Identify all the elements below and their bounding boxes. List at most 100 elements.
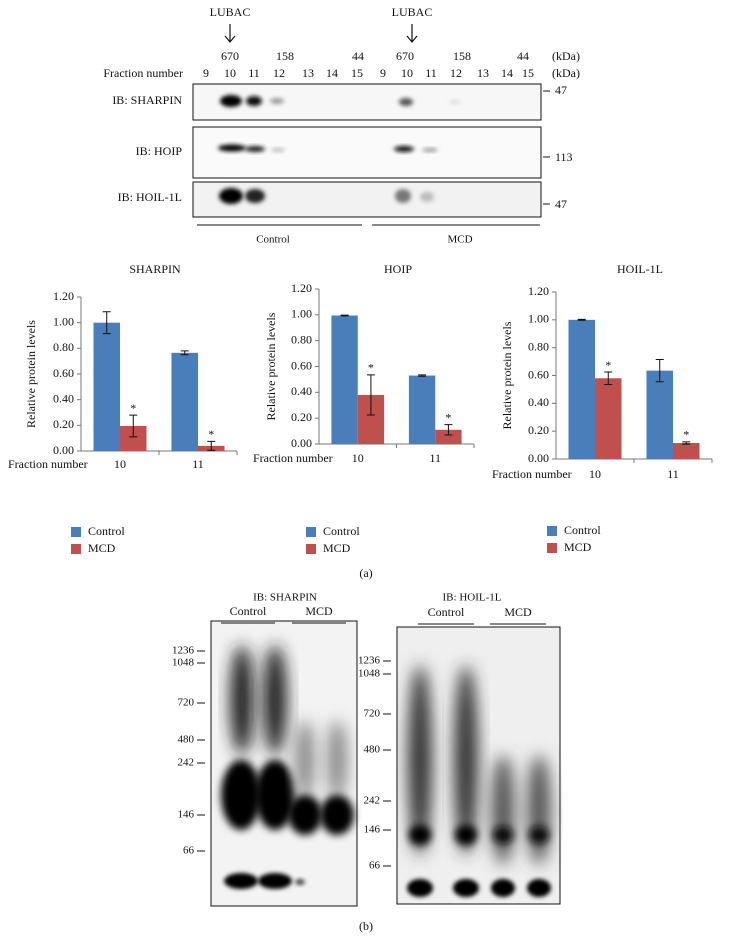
blot-marker: 47	[555, 83, 567, 97]
y-tick-label: 0.40	[291, 384, 312, 398]
error-bar	[207, 440, 216, 451]
error-bar	[444, 424, 453, 436]
bar	[646, 370, 673, 459]
mw-label: 158	[276, 49, 294, 63]
y-axis-label: Relative protein levels	[24, 320, 38, 428]
fraction-number: 11	[425, 66, 437, 80]
bar	[435, 429, 462, 444]
legend-label: Control	[88, 524, 125, 538]
y-tick-label: 0.20	[291, 410, 312, 424]
y-tick-label: 0.00	[53, 443, 74, 457]
fraction-numbers: 9 10 11 12 13 14 15 9 10 11 12 13 14 15	[203, 66, 534, 80]
chart-title: HOIP	[384, 262, 412, 276]
y-axis-label: Relative protein levels	[264, 312, 278, 420]
fraction-number: 9	[380, 66, 386, 80]
legend-swatch	[71, 544, 81, 554]
blot-marker: 47	[555, 197, 567, 211]
x-tick-label: 10	[589, 467, 601, 481]
mw-label: 44	[517, 49, 529, 63]
gel-marker: 242	[178, 757, 195, 769]
mw-unit: (kDa)	[552, 49, 580, 63]
y-tick-label: 0.80	[528, 339, 549, 353]
fraction-label: Fraction number	[103, 66, 183, 80]
y-tick-label: 0.60	[528, 367, 549, 381]
gel-marker: 242	[364, 795, 381, 807]
blot-marker: 113	[555, 150, 573, 164]
fraction-number: 9	[203, 66, 209, 80]
group-label: Control	[428, 605, 465, 619]
x-tick-label: 10	[114, 457, 126, 471]
lubac-arrows	[224, 24, 418, 43]
chart-title: SHARPIN	[129, 262, 181, 276]
gel-marker: 1236	[358, 655, 381, 667]
fraction-number: 15	[351, 66, 363, 80]
group-label: MCD	[504, 605, 532, 619]
legend-label: MCD	[88, 541, 116, 555]
bar	[408, 375, 436, 444]
group-label: Control	[230, 604, 267, 618]
gel-marker: 1048	[172, 657, 195, 669]
x-tick-label: 10	[352, 451, 364, 465]
lubac-label: LUBAC	[392, 5, 433, 19]
gel-marker: 720	[178, 697, 195, 709]
mw-label: 44	[352, 49, 364, 63]
y-tick-label: 0.80	[291, 332, 312, 346]
significance-marker: *	[445, 410, 451, 424]
fraction-number: 14	[501, 66, 513, 80]
error-bar	[682, 441, 691, 445]
y-tick-label: 1.20	[528, 284, 549, 298]
mw-label: 670	[221, 49, 239, 63]
legend-swatch	[547, 526, 557, 536]
bar	[568, 319, 595, 459]
fraction-number: 11	[248, 66, 260, 80]
gel-images	[210, 620, 561, 907]
significance-marker: *	[605, 358, 611, 372]
chart-title: HOIL-1L	[617, 262, 663, 276]
bar-charts: SHARPIN Relative protein levels 0.00 0.20 0.…	[8, 262, 713, 555]
error-bar	[366, 374, 375, 416]
gel-title: IB: HOIL-1L	[443, 592, 502, 604]
x-tick-label: 11	[429, 451, 441, 465]
gel-marker: 1236	[172, 645, 195, 657]
legend-label: MCD	[323, 541, 351, 555]
error-bar	[180, 350, 189, 356]
bar	[171, 352, 198, 451]
bar	[331, 315, 358, 444]
significance-marker: *	[130, 401, 136, 415]
blot-label: IB: HOIP	[136, 144, 183, 158]
fraction-number: 14	[326, 66, 338, 80]
y-tick-label: 1.20	[291, 281, 312, 295]
y-tick-label: 1.00	[528, 312, 549, 326]
x-axis-label: Fraction number	[492, 467, 572, 481]
panel-caption: (b)	[359, 919, 373, 933]
mw-label: 158	[453, 49, 471, 63]
gel-marker: 480	[364, 744, 381, 756]
y-tick-label: 0.80	[53, 340, 74, 354]
fraction-number: 12	[450, 66, 462, 80]
fraction-unit: (kDa)	[552, 66, 580, 80]
blot-label: IB: HOIL-1L	[118, 190, 182, 204]
y-tick-label: 0.20	[528, 423, 549, 437]
y-tick-label: 0.00	[291, 436, 312, 450]
significance-marker: *	[368, 361, 374, 375]
gel-marker: 66	[183, 845, 195, 857]
mw-label: 670	[396, 49, 414, 63]
fraction-number: 13	[302, 66, 314, 80]
y-tick-label: 1.20	[53, 289, 74, 303]
legend-label: MCD	[564, 540, 592, 554]
y-tick-label: 0.40	[53, 391, 74, 405]
x-axis-label: Fraction number	[8, 457, 88, 471]
lubac-label: LUBAC	[210, 5, 251, 19]
group-label: MCD	[305, 604, 333, 618]
gel-marker: 146	[364, 824, 381, 836]
gel-title: IB: SHARPIN	[253, 592, 317, 604]
fraction-number: 10	[401, 66, 413, 80]
y-axis-label: Relative protein levels	[500, 321, 514, 429]
y-tick-label: 1.00	[291, 307, 312, 321]
blot-label: IB: SHARPIN	[112, 93, 182, 107]
y-tick-label: 0.60	[53, 366, 74, 380]
gel-marker: 480	[178, 734, 195, 746]
y-tick-label: 0.40	[528, 395, 549, 409]
